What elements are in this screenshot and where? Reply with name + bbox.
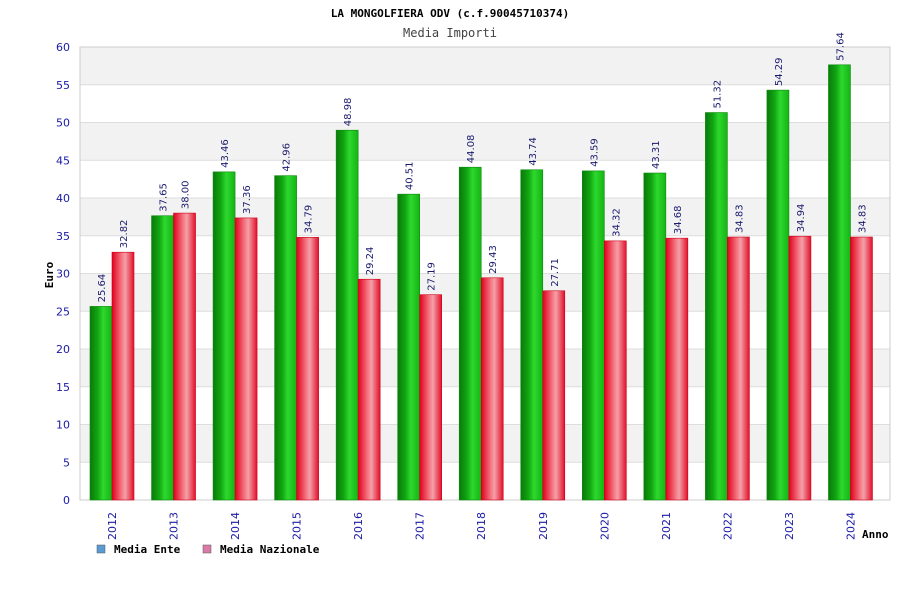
- y-tick-label: 15: [56, 381, 70, 394]
- y-tick-label: 20: [56, 343, 70, 356]
- bar-media-ente-2014: [212, 171, 236, 501]
- grid-band: [80, 84, 890, 123]
- data-label: 43.31: [651, 140, 662, 169]
- data-label: 37.36: [242, 185, 253, 214]
- x-tick-label: 2019: [537, 512, 550, 540]
- bar-media-nazionale-2018: [480, 277, 504, 501]
- bar-media-nazionale-2014: [234, 217, 258, 501]
- x-tick-label: 2024: [844, 512, 857, 540]
- y-tick-label: 5: [63, 456, 70, 469]
- x-tick-label: 2021: [660, 512, 673, 540]
- data-label: 34.68: [673, 206, 684, 235]
- x-tick-label: 2020: [598, 512, 611, 540]
- data-label: 29.24: [365, 247, 376, 276]
- bar-media-ente-2012: [89, 306, 113, 501]
- x-axis-label: Anno: [862, 528, 889, 541]
- data-label: 34.32: [611, 208, 622, 237]
- x-tick-label: 2013: [168, 512, 181, 540]
- bar-media-nazionale-2024: [850, 236, 873, 501]
- bar-media-ente-2024: [828, 64, 851, 501]
- data-label: 48.98: [343, 98, 354, 127]
- bar-media-nazionale-2016: [357, 278, 381, 501]
- y-tick-label: 50: [56, 117, 70, 130]
- data-label: 40.51: [405, 162, 416, 191]
- grid-band: [80, 47, 890, 85]
- data-label: 32.82: [119, 220, 130, 249]
- data-label: 38.00: [181, 180, 192, 209]
- data-label: 34.79: [304, 205, 315, 234]
- bar-media-nazionale-2013: [173, 212, 196, 501]
- data-label: 43.59: [589, 138, 600, 167]
- data-label: 27.19: [427, 262, 438, 291]
- y-axis: 0 5 10 15 20 25 30 35 40 45 50 55 60: [56, 41, 70, 507]
- y-tick-label: 10: [56, 419, 70, 432]
- data-label: 34.94: [796, 204, 807, 233]
- x-tick-label: 2023: [783, 512, 796, 540]
- x-tick-label: 2022: [721, 512, 734, 540]
- bar-media-ente-2021: [643, 172, 667, 501]
- y-tick-label: 0: [63, 494, 70, 507]
- x-tick-label: 2017: [414, 512, 427, 540]
- y-tick-label: 60: [56, 41, 70, 54]
- y-axis-label: Euro: [43, 261, 56, 288]
- bar-media-nazionale-2022: [727, 236, 750, 501]
- bar-media-ente-2020: [582, 170, 605, 501]
- legend: Media Ente Media Nazionale: [96, 543, 320, 556]
- bar-media-ente-2017: [397, 193, 420, 501]
- y-tick-label: 40: [56, 192, 70, 205]
- data-label: 43.46: [220, 139, 231, 168]
- bar-media-nazionale-2020: [604, 240, 627, 501]
- data-labels: 25.64 32.82 37.65 38.00 43.46 37.36 42.96 34.79…: [97, 32, 868, 302]
- bar-media-ente-2018: [458, 166, 482, 501]
- chart-title: LA MONGOLFIERA ODV (c.f.90045710374): [331, 7, 569, 20]
- bars: [89, 64, 873, 501]
- data-label: 43.74: [528, 137, 539, 166]
- bar-media-ente-2016: [335, 129, 359, 501]
- bar-media-ente-2022: [705, 112, 728, 501]
- y-tick-label: 30: [56, 268, 70, 281]
- y-tick-label: 45: [56, 154, 70, 167]
- legend-swatch: [96, 544, 106, 554]
- bar-media-ente-2023: [766, 89, 790, 501]
- x-tick-label: 2018: [475, 512, 488, 540]
- legend-label: Media Ente: [114, 543, 181, 556]
- data-label: 27.71: [550, 258, 561, 287]
- data-label: 25.64: [97, 274, 108, 303]
- data-label: 54.29: [774, 57, 785, 86]
- x-axis: 2012 2013 2014 2015 2016 2017 2018 2019 2020 2021…: [106, 512, 857, 540]
- data-label: 44.08: [466, 135, 477, 164]
- bar-media-nazionale-2012: [111, 251, 135, 501]
- y-tick-label: 55: [56, 79, 70, 92]
- x-tick-label: 2015: [291, 512, 304, 540]
- bar-media-nazionale-2021: [665, 237, 689, 501]
- x-tick-label: 2014: [229, 512, 242, 540]
- data-label: 51.32: [712, 80, 723, 109]
- bar-media-ente-2015: [274, 175, 297, 501]
- bar-media-nazionale-2015: [296, 237, 319, 501]
- legend-swatch: [202, 544, 212, 554]
- bar-media-nazionale-2019: [542, 290, 566, 501]
- y-tick-label: 25: [56, 305, 70, 318]
- data-label: 34.83: [734, 204, 745, 233]
- data-label: 34.83: [857, 204, 868, 233]
- data-label: 57.64: [835, 32, 846, 61]
- chart-subtitle: Media Importi: [403, 26, 497, 40]
- bar-media-nazionale-2017: [419, 294, 442, 501]
- x-tick-label: 2016: [352, 512, 365, 540]
- bar-media-ente-2019: [520, 169, 544, 501]
- bar-media-nazionale-2023: [788, 235, 812, 501]
- data-label: 37.65: [159, 183, 170, 212]
- data-label: 42.96: [282, 143, 293, 172]
- data-label: 29.43: [488, 245, 499, 274]
- y-tick-label: 35: [56, 230, 70, 243]
- bar-media-ente-2013: [151, 215, 174, 501]
- legend-label: Media Nazionale: [220, 543, 320, 556]
- grid-band: [80, 122, 890, 161]
- x-tick-label: 2012: [106, 512, 119, 540]
